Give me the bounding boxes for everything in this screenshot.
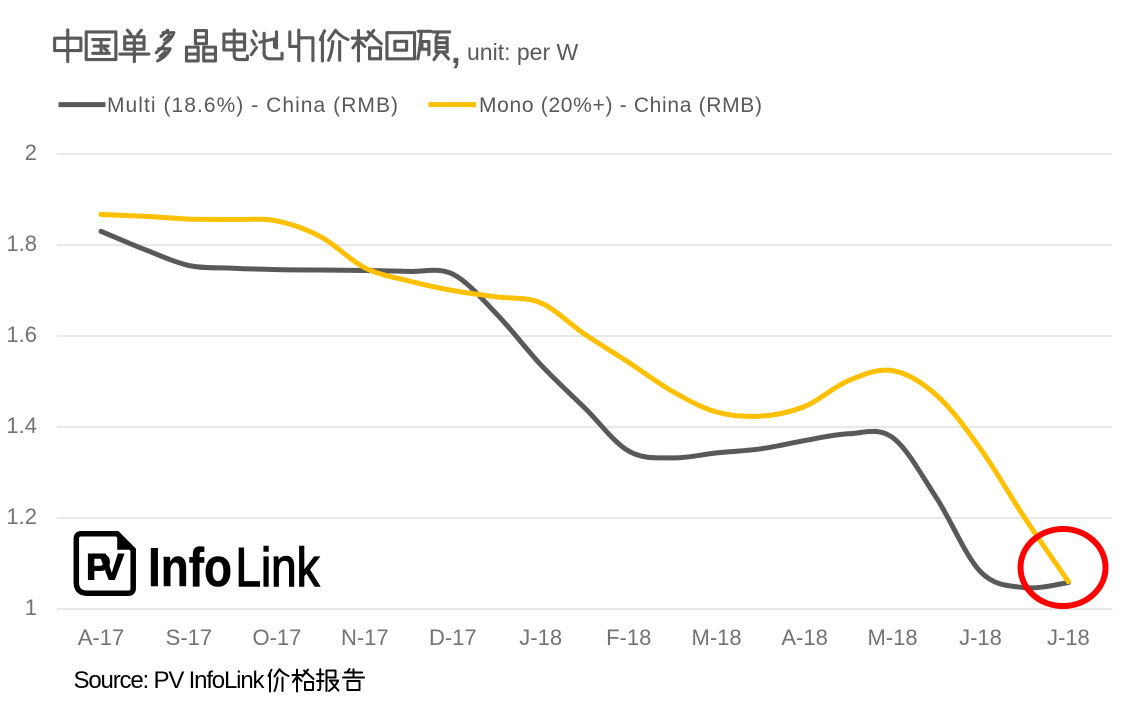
svg-text:O-17: O-17: [252, 625, 301, 650]
svg-text:1.4: 1.4: [6, 413, 37, 438]
svg-text:J-18: J-18: [519, 625, 562, 650]
svg-text:J-18: J-18: [1047, 625, 1090, 650]
svg-text:1: 1: [25, 595, 37, 620]
svg-text:J-18: J-18: [959, 625, 1002, 650]
svg-text:Link: Link: [236, 536, 320, 598]
svg-text:1.2: 1.2: [6, 504, 37, 529]
svg-text:M-18: M-18: [692, 625, 742, 650]
svg-text:PV: PV: [86, 547, 124, 588]
svg-text:S-17: S-17: [166, 625, 212, 650]
svg-text:M-18: M-18: [867, 625, 917, 650]
svg-text:Source: PV InfoLink: Source: PV InfoLink: [74, 667, 266, 694]
svg-text:unit: per W: unit: per W: [467, 39, 578, 65]
svg-text:Info: Info: [148, 536, 232, 598]
svg-text:F-18: F-18: [606, 625, 651, 650]
svg-text:1.8: 1.8: [6, 231, 37, 256]
svg-text:Multi (18.6%) - China (RMB): Multi (18.6%) - China (RMB): [107, 94, 398, 117]
svg-text:N-17: N-17: [341, 625, 389, 650]
svg-text:1.6: 1.6: [6, 322, 37, 347]
svg-text:A-17: A-17: [78, 625, 124, 650]
svg-text:,: ,: [451, 33, 460, 71]
svg-text:Mono (20%+) - China (RMB): Mono (20%+) - China (RMB): [479, 94, 762, 117]
svg-text:D-17: D-17: [429, 625, 477, 650]
svg-text:2: 2: [25, 140, 37, 165]
svg-text:A-18: A-18: [781, 625, 827, 650]
